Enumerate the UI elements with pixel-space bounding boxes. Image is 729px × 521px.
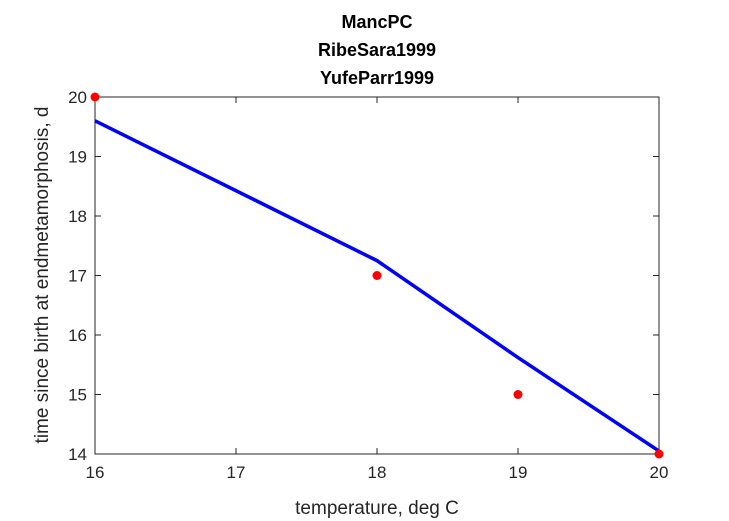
y-axis-label: time since birth at endmetamorphosis, d <box>32 107 53 444</box>
data-point <box>654 449 664 459</box>
chart-title-line-3: YufeParr1999 <box>320 68 434 88</box>
x-tick-label: 19 <box>509 463 528 482</box>
model-line <box>94 119 660 453</box>
data-points-series <box>90 92 664 459</box>
y-tick-label: 18 <box>68 207 87 226</box>
data-point <box>513 390 523 399</box>
data-point <box>90 92 100 102</box>
x-tick-label: 16 <box>86 463 105 482</box>
data-point <box>372 271 382 280</box>
y-tick-label: 15 <box>68 386 87 405</box>
y-tick-label: 20 <box>68 88 87 107</box>
x-tick-label: 20 <box>650 463 669 482</box>
chart-title-line-2: RibeSara1999 <box>318 40 436 60</box>
x-tick-label: 17 <box>227 463 246 482</box>
y-tick-label: 16 <box>68 326 87 345</box>
y-tick-label: 17 <box>68 267 87 286</box>
chart-title-line-1: MancPC <box>341 12 412 32</box>
x-axis-label: temperature, deg C <box>295 498 459 519</box>
y-tick-label: 14 <box>68 445 87 464</box>
x-tick-label: 18 <box>368 463 387 482</box>
model-line-series <box>94 119 660 453</box>
tick-labels: 16 17 18 19 20 14 15 16 17 18 19 20 <box>68 88 668 482</box>
y-tick-label: 19 <box>68 148 87 167</box>
